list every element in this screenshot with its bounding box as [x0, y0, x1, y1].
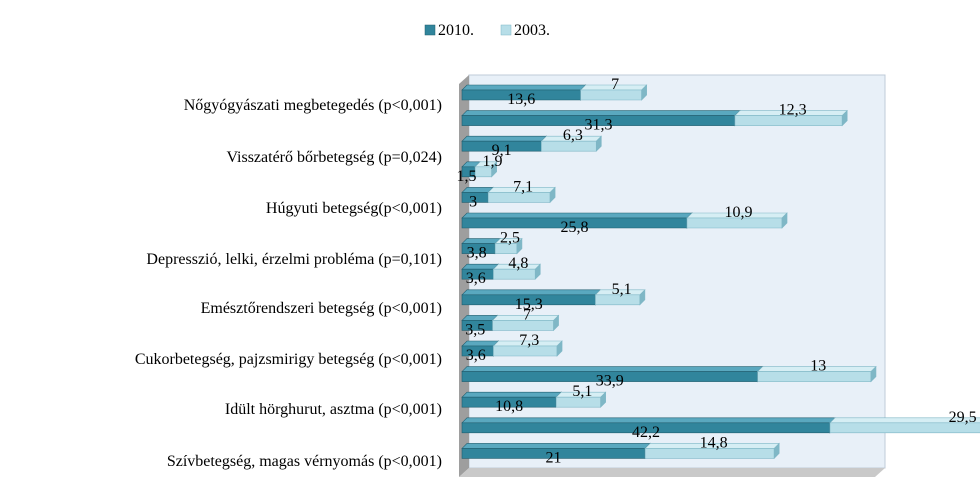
data-label: 15,3: [515, 296, 543, 313]
bar-2003-side: [639, 289, 646, 306]
data-label: 14,8: [700, 434, 728, 451]
bar-2003-side: [870, 365, 877, 383]
bar-2010-top: [461, 84, 587, 91]
data-label: 2,5: [500, 230, 520, 247]
category-label: Húgyuti betegség(p<0,001): [266, 200, 442, 217]
value-labels: 13,6 7 31,3 12,3 9,1 6,3 1,5 1,9 3 7,1 25,8 10,9 3,8…: [457, 76, 977, 466]
data-label: 6,3: [563, 127, 583, 144]
category-label: Emésztőrendszeri betegség (p<0,001): [201, 300, 442, 317]
data-label: 33,9: [596, 373, 624, 390]
data-label: 3,6: [466, 347, 486, 364]
legend-swatch-2003: [500, 24, 512, 36]
data-label: 3,8: [467, 245, 487, 262]
bar-2010-top: [461, 110, 741, 116]
bar-2003-side: [553, 314, 559, 332]
category-label: Szívbetegség, magas vérnyomás (p<0,001): [167, 453, 442, 470]
category-label: Depresszió, lelki, érzelmi probléma (p=0…: [146, 251, 442, 268]
bar-2003-top: [829, 417, 980, 424]
bar-2010-top: [461, 443, 651, 449]
data-label: 31,3: [584, 117, 612, 134]
data-label: 3,6: [466, 270, 486, 287]
bar-2003-side: [556, 340, 563, 357]
data-label: 13,6: [507, 91, 535, 108]
data-label: 13: [810, 358, 826, 375]
category-labels: Nőgyógyászati megbetegedés (p<0,001) Vis…: [135, 97, 442, 470]
bar-2010-top: [461, 315, 499, 321]
data-label: 4,8: [508, 255, 528, 272]
bar-2003-side: [534, 263, 541, 280]
bar-2003-side: [600, 391, 606, 408]
data-label: 7: [611, 76, 619, 93]
legend: 2010. 2003.: [424, 22, 550, 39]
bar-group: [461, 84, 980, 460]
data-label: 12,3: [779, 102, 807, 119]
bar-2003: [829, 422, 980, 434]
data-label: 1,5: [457, 168, 477, 185]
bar-2003-side: [781, 212, 788, 229]
bar-2010-top: [461, 417, 836, 424]
data-label: 5,1: [572, 383, 592, 400]
legend-label-2003: 2003.: [514, 22, 550, 39]
data-label: 3: [469, 193, 477, 210]
category-label: Nőgyógyászati megbetegedés (p<0,001): [184, 97, 442, 114]
data-label: 1,9: [483, 153, 503, 170]
data-label: 10,9: [725, 204, 753, 221]
bar-2010-top: [461, 263, 500, 270]
bar-2003-side: [841, 109, 848, 127]
data-label: 5,1: [612, 281, 632, 298]
category-label: Visszatérő bőrbetegség (p=0,024): [226, 149, 442, 166]
category-label: Cukorbetegség, pajzsmirigy betegség (p<0…: [135, 351, 442, 368]
category-label: Idült hörghurut, asztma (p<0,001): [225, 401, 442, 418]
data-label: 21: [546, 449, 562, 466]
data-label: 9,1: [492, 142, 512, 159]
data-label: 25,8: [560, 219, 588, 236]
bar-2003-side: [641, 84, 647, 101]
data-label: 3,5: [465, 321, 485, 338]
bar-2010-top: [461, 135, 548, 142]
plot-floor: [459, 468, 885, 477]
legend-swatch-2010: [424, 24, 436, 36]
data-label: 10,8: [495, 398, 523, 415]
legend-label-2010: 2010.: [438, 22, 474, 39]
bar-2010-top: [461, 391, 562, 398]
data-label: 42,2: [632, 424, 660, 441]
bar-2010-top: [461, 212, 693, 219]
bar-2010-top: [461, 340, 500, 347]
bar-2010-top: [461, 289, 602, 296]
data-label: 7,1: [513, 178, 533, 195]
data-label: 29,5: [949, 409, 977, 426]
data-label: 7: [523, 306, 531, 323]
bar-2003-side: [549, 186, 556, 204]
bar-2003-side: [595, 135, 602, 152]
bar-2003-side: [516, 237, 523, 255]
bar-2010-top: [461, 366, 764, 372]
bar-2010-top: [461, 238, 501, 244]
bar-2003-side: [773, 442, 780, 460]
bar-2003-side: [491, 161, 497, 178]
data-label: 7,3: [519, 332, 539, 349]
